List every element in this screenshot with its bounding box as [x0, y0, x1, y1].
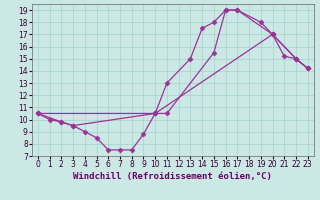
X-axis label: Windchill (Refroidissement éolien,°C): Windchill (Refroidissement éolien,°C) [73, 172, 272, 181]
